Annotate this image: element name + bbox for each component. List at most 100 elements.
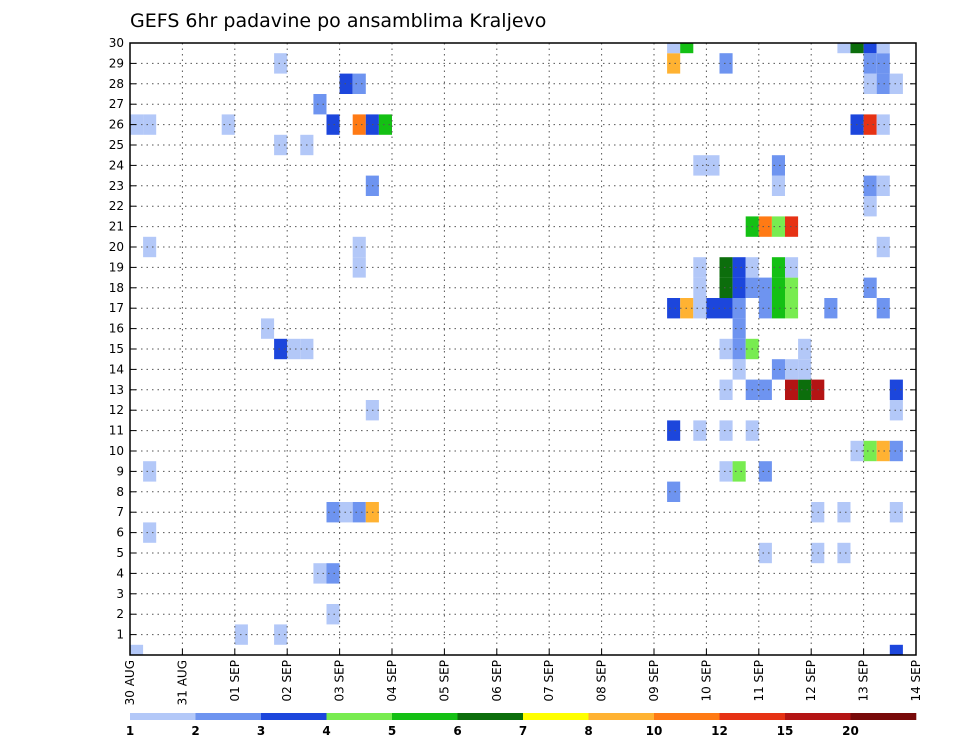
precip-cell (798, 359, 812, 380)
precip-cell (221, 114, 235, 135)
precip-cell (863, 114, 877, 135)
precip-cell (719, 379, 733, 400)
y-tick-label: 3 (116, 587, 124, 601)
precip-cell (863, 440, 877, 462)
precip-cell (785, 257, 799, 278)
colorbar-swatch (261, 713, 327, 720)
y-tick-label: 6 (116, 526, 124, 540)
y-tick-label: 20 (109, 240, 124, 254)
colorbar-label: 10 (646, 724, 663, 738)
precip-cell (719, 298, 733, 319)
y-tick-label: 11 (109, 424, 124, 438)
x-tick-label: 07 SEP (542, 660, 556, 702)
y-tick-label: 21 (109, 220, 124, 234)
precip-cell (889, 440, 903, 462)
colorbar-swatch (588, 713, 655, 720)
colorbar-swatch (785, 713, 851, 720)
precip-cell (889, 73, 903, 94)
x-tick-label: 31 AUG (175, 660, 189, 705)
colorbar-swatch (392, 713, 458, 720)
precip-cell (693, 298, 707, 319)
precip-cell (837, 43, 851, 54)
precip-cell (758, 542, 772, 564)
y-tick-label: 24 (109, 158, 124, 172)
y-tick-label: 12 (109, 403, 124, 417)
y-tick-label: 16 (109, 322, 124, 336)
precip-cell (876, 43, 890, 54)
precip-cell (719, 277, 733, 298)
colorbar-label: 5 (388, 724, 396, 738)
precip-cell (667, 298, 681, 319)
precip-cell (863, 43, 877, 54)
precip-cell (863, 196, 877, 217)
precip-cell (771, 155, 785, 176)
y-tick-label: 23 (109, 179, 124, 193)
precip-cell (287, 338, 301, 360)
precip-cell (352, 73, 366, 94)
precip-cell (889, 379, 903, 400)
y-tick-label: 4 (116, 566, 124, 580)
precip-cell (693, 257, 707, 278)
colorbar-label: 7 (519, 724, 527, 738)
y-tick-label: 17 (109, 301, 124, 315)
x-tick-label: 02 SEP (280, 660, 294, 702)
colorbar-swatch (326, 713, 393, 720)
colorbar-label: 4 (322, 724, 330, 738)
precip-cell (771, 359, 785, 380)
x-tick-label: 05 SEP (437, 660, 451, 702)
colorbar-swatch (457, 713, 524, 720)
precip-cell (863, 277, 877, 298)
precip-cell (680, 43, 694, 54)
precip-cell (143, 236, 157, 258)
colorbar-swatch (850, 713, 917, 720)
precip-cell (706, 298, 720, 319)
precip-cell (326, 604, 340, 625)
precip-cell (889, 400, 903, 421)
y-axis-ticks: 1234567891011121314151617181920212223242… (109, 36, 916, 642)
precip-cell (732, 298, 746, 319)
precip-cell (732, 461, 746, 482)
y-tick-label: 14 (109, 362, 124, 376)
y-tick-label: 8 (116, 485, 124, 499)
y-tick-label: 30 (109, 36, 124, 50)
colorbar: 1 2 3 4 5 6 7 8 10 12 15 20 (126, 713, 917, 738)
precip-cell (785, 216, 799, 237)
precip-cell (876, 236, 890, 258)
precip-cell (313, 94, 327, 115)
precip-cell (326, 502, 340, 523)
precip-cell (785, 379, 799, 400)
y-tick-label: 13 (109, 383, 124, 397)
y-tick-label: 15 (109, 342, 124, 356)
precip-cell (758, 461, 772, 482)
precip-cell (352, 502, 366, 523)
precip-cell (876, 298, 890, 319)
precip-cell (785, 359, 799, 380)
colorbar-swatch (654, 713, 720, 720)
colorbar-label: 6 (453, 724, 461, 738)
precip-cell (876, 53, 890, 74)
grid-lines (130, 42, 916, 655)
precip-cell (693, 277, 707, 298)
precip-cell (889, 644, 903, 655)
precip-cell (706, 155, 720, 176)
precip-cell (719, 420, 733, 441)
y-tick-label: 28 (109, 77, 124, 91)
precip-cell (732, 277, 746, 298)
precip-cell (693, 155, 707, 176)
precip-cell (719, 338, 733, 360)
precip-cell (850, 43, 864, 54)
precip-cell (352, 257, 366, 278)
x-tick-label: 30 AUG (123, 660, 137, 705)
colorbar-label: 12 (711, 724, 728, 738)
precip-cell (667, 53, 681, 74)
precip-cell (758, 216, 772, 237)
x-tick-label: 06 SEP (490, 660, 504, 702)
colorbar-label: 20 (842, 724, 859, 738)
x-tick-label: 04 SEP (385, 660, 399, 702)
precip-cell (771, 257, 785, 278)
y-tick-label: 2 (116, 607, 124, 621)
y-tick-label: 27 (109, 97, 124, 111)
precip-cell (274, 134, 288, 156)
y-tick-label: 10 (109, 444, 124, 458)
precip-cell (758, 277, 772, 298)
